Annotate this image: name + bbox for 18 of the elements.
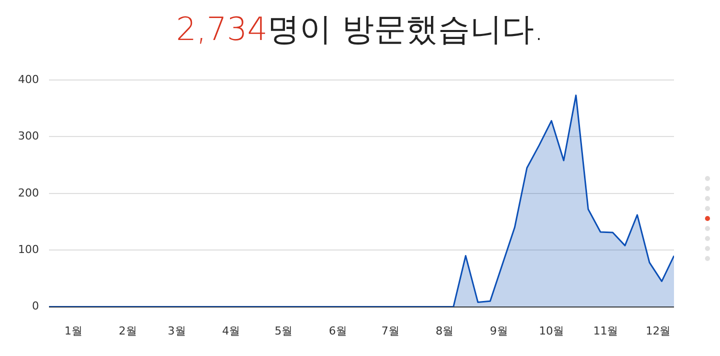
x-tick-label: 8월 [436,324,454,338]
y-tick-label: 100 [18,242,39,256]
x-tick-label: 5월 [274,324,293,338]
y-tick-label: 300 [18,130,39,143]
y-tick-label: 400 [18,72,39,86]
x-tick-label: 3월 [168,324,186,338]
x-tick-label: 12월 [646,324,671,338]
x-tick-label: 2월 [118,324,137,338]
y-tick-label: 200 [18,186,39,200]
x-tick-label: 11월 [593,324,618,338]
x-tick-label: 9월 [490,324,508,338]
x-tick-label: 7월 [381,324,400,338]
x-tick-label: 6월 [328,324,347,338]
chart-title: 2,734명이 방문했습니다. [176,10,544,48]
x-tick-label: 10월 [538,324,564,338]
x-tick-label: 1월 [64,324,83,338]
y-tick-label: 0 [32,300,39,313]
x-tick-label: 4월 [222,324,240,338]
